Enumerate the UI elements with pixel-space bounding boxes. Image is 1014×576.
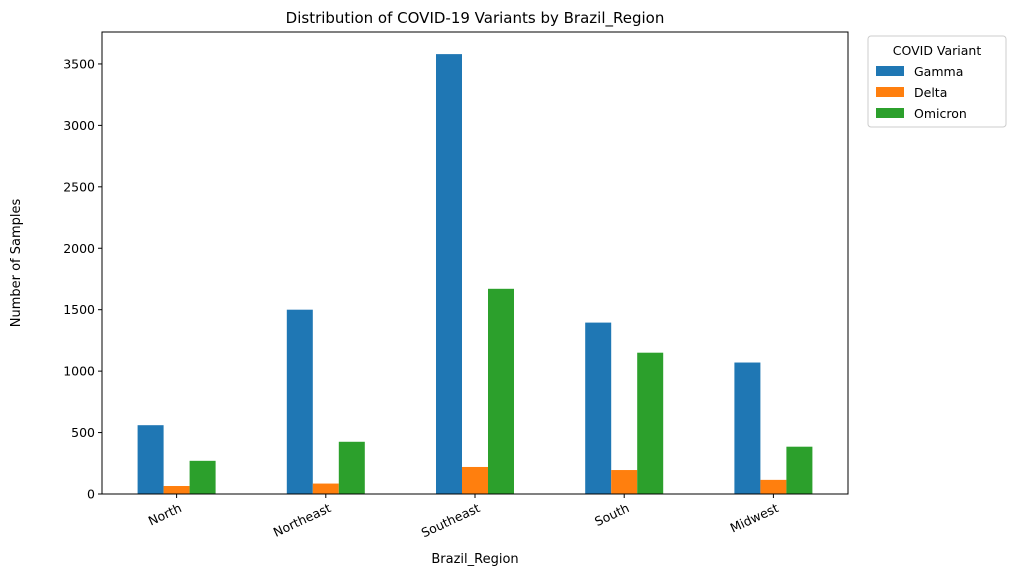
x-tick-label-midwest: Midwest	[728, 500, 781, 535]
bar-omicron-northeast	[338, 441, 365, 494]
bar-delta-south	[611, 470, 638, 494]
y-tick-label: 1000	[63, 364, 95, 379]
bar-gamma-midwest	[734, 362, 761, 494]
bar-omicron-southeast	[488, 288, 514, 494]
y-axis-label: Number of Samples	[9, 199, 24, 328]
bar-delta-north	[163, 486, 190, 494]
bar-omicron-north	[189, 460, 216, 494]
bar-gamma-south	[585, 322, 612, 494]
y-tick-label: 0	[87, 487, 95, 502]
bar-delta-midwest	[760, 479, 787, 494]
x-tick-label-northeast: Northeast	[271, 500, 333, 540]
legend-frame	[867, 35, 1007, 128]
legend-label-delta: Delta	[914, 85, 947, 100]
y-tick-label: 2500	[63, 179, 95, 194]
y-tick-label: 3500	[63, 56, 95, 71]
x-tick-label-north: North	[146, 500, 184, 528]
bar-omicron-midwest	[786, 446, 813, 494]
bar-gamma-north	[137, 425, 164, 494]
chart-title: Distribution of COVID-19 Variants by Bra…	[286, 9, 665, 28]
bar-delta-southeast	[462, 466, 488, 494]
legend-swatch-delta	[876, 87, 904, 97]
legend-label-gamma: Gamma	[914, 64, 963, 79]
bar-gamma-northeast	[286, 309, 313, 494]
bar-gamma-southeast	[436, 54, 462, 495]
y-tick-label: 500	[71, 425, 95, 440]
x-tick-label-south: South	[592, 500, 631, 529]
plot-area: 0 500 1000 1500 2000 2500 3000 3500 North Northea…	[63, 31, 849, 540]
legend-swatch-gamma	[876, 66, 904, 76]
legend: COVID Variant Gamma Delta Omicron	[867, 35, 1007, 128]
legend-label-omicron: Omicron	[914, 106, 967, 121]
y-tick-label: 3000	[63, 118, 95, 133]
legend-swatch-omicron	[876, 108, 904, 118]
y-tick-label: 2000	[63, 241, 95, 256]
legend-title: COVID Variant	[893, 43, 982, 58]
y-tick-label: 1500	[63, 302, 95, 317]
x-axis-label: Brazil_Region	[431, 552, 518, 567]
x-tick-label-southeast: Southeast	[419, 500, 483, 540]
bar-delta-northeast	[312, 483, 339, 494]
bar-omicron-south	[637, 352, 664, 494]
